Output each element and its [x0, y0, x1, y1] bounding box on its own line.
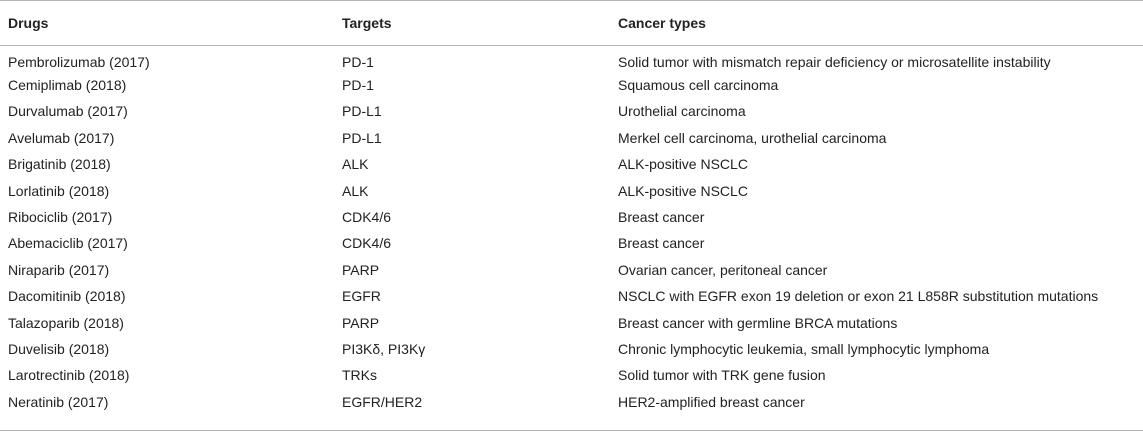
cell-drug: Abemaciclib (2017): [8, 235, 128, 252]
cell-cancer-type: Merkel cell carcinoma, urothelial carcin…: [618, 129, 887, 146]
table-row: Ribociclib (2017) CDK4/6 Breast cancer: [0, 204, 1143, 230]
table-row: Duvelisib (2018) PI3Kδ, PI3Kγ Chronic ly…: [0, 336, 1143, 362]
cell-target: PARP: [342, 261, 380, 278]
cell-drug: Talazoparib (2018): [8, 314, 124, 331]
cell-cancer-type: ALK-positive NSCLC: [618, 182, 748, 199]
cell-target: CDK4/6: [342, 235, 392, 252]
table-row: Larotrectinib (2018) TRKs Solid tumor wi…: [0, 362, 1143, 388]
table-row: Durvalumab (2017) PD-L1 Urothelial carci…: [0, 98, 1143, 124]
cell-drug: Neratinib (2017): [8, 393, 109, 410]
header-drugs: Drugs: [0, 0, 334, 46]
table-row: Dacomitinib (2018) EGFR NSCLC with EGFR …: [0, 283, 1143, 309]
cell-target: PD-1: [342, 53, 374, 70]
cell-drug: Brigatinib (2018): [8, 156, 111, 173]
drug-table: Drugs Targets Cancer types Pembrolizumab…: [0, 0, 1143, 415]
table-row: Neratinib (2017) EGFR/HER2 HER2-amplifie…: [0, 389, 1143, 415]
cell-cancer-type: ALK-positive NSCLC: [618, 156, 748, 173]
cell-drug: Pembrolizumab (2017): [8, 53, 150, 70]
cell-target: PD-L1: [342, 103, 382, 120]
cell-drug: Larotrectinib (2018): [8, 367, 130, 384]
table-row: Pembrolizumab (2017) PD-1 Solid tumor wi…: [0, 46, 1143, 72]
table-header: Drugs Targets Cancer types: [0, 0, 1143, 46]
table-row: Lorlatinib (2018) ALK ALK-positive NSCLC: [0, 177, 1143, 203]
top-rule: [0, 0, 1143, 1]
cell-drug: Lorlatinib (2018): [8, 182, 110, 199]
cell-cancer-type: NSCLC with EGFR exon 19 deletion or exon…: [618, 288, 1099, 305]
cell-drug: Durvalumab (2017): [8, 103, 128, 120]
cell-drug: Duvelisib (2018): [8, 340, 110, 357]
table-row: Niraparib (2017) PARP Ovarian cancer, pe…: [0, 257, 1143, 283]
cell-cancer-type: Breast cancer with germline BRCA mutatio…: [618, 314, 898, 331]
cell-cancer-type: Solid tumor with mismatch repair deficie…: [618, 53, 1051, 70]
bottom-rule: [0, 430, 1143, 431]
table-row: Cemiplimab (2018) PD-1 Squamous cell car…: [0, 72, 1143, 98]
header-row: Drugs Targets Cancer types: [0, 0, 1143, 46]
cell-cancer-type: Solid tumor with TRK gene fusion: [618, 367, 826, 384]
cell-target: ALK: [342, 156, 369, 173]
cell-cancer-type: HER2-amplified breast cancer: [618, 393, 805, 410]
cell-target: TRKs: [342, 367, 377, 384]
cell-target: EGFR: [342, 288, 381, 305]
cell-cancer-type: Ovarian cancer, peritoneal cancer: [618, 261, 828, 278]
header-cancer-types: Cancer types: [610, 0, 1143, 46]
cell-drug: Ribociclib (2017): [8, 209, 113, 226]
cell-drug: Cemiplimab (2018): [8, 77, 127, 94]
cell-cancer-type: Chronic lymphocytic leukemia, small lymp…: [618, 340, 990, 357]
table-row: Avelumab (2017) PD-L1 Merkel cell carcin…: [0, 125, 1143, 151]
cell-cancer-type: Breast cancer: [618, 209, 705, 226]
header-targets: Targets: [334, 0, 610, 46]
cell-cancer-type: Urothelial carcinoma: [618, 103, 746, 120]
table-row: Brigatinib (2018) ALK ALK-positive NSCLC: [0, 151, 1143, 177]
cell-target: PD-1: [342, 77, 374, 94]
table-row: Abemaciclib (2017) CDK4/6 Breast cancer: [0, 230, 1143, 256]
cell-target: PD-L1: [342, 129, 382, 146]
cell-cancer-type: Squamous cell carcinoma: [618, 77, 779, 94]
table-body: Pembrolizumab (2017) PD-1 Solid tumor wi…: [0, 46, 1143, 415]
cell-target: PARP: [342, 314, 380, 331]
cell-target: ALK: [342, 182, 369, 199]
table-row: Talazoparib (2018) PARP Breast cancer wi…: [0, 309, 1143, 335]
cell-drug: Niraparib (2017): [8, 261, 110, 278]
cell-drug: Avelumab (2017): [8, 129, 115, 146]
cell-target: CDK4/6: [342, 209, 392, 226]
cell-target: EGFR/HER2: [342, 393, 423, 410]
cell-cancer-type: Breast cancer: [618, 235, 705, 252]
cell-target: PI3Kδ, PI3Kγ: [342, 340, 426, 357]
cell-drug: Dacomitinib (2018): [8, 288, 126, 305]
